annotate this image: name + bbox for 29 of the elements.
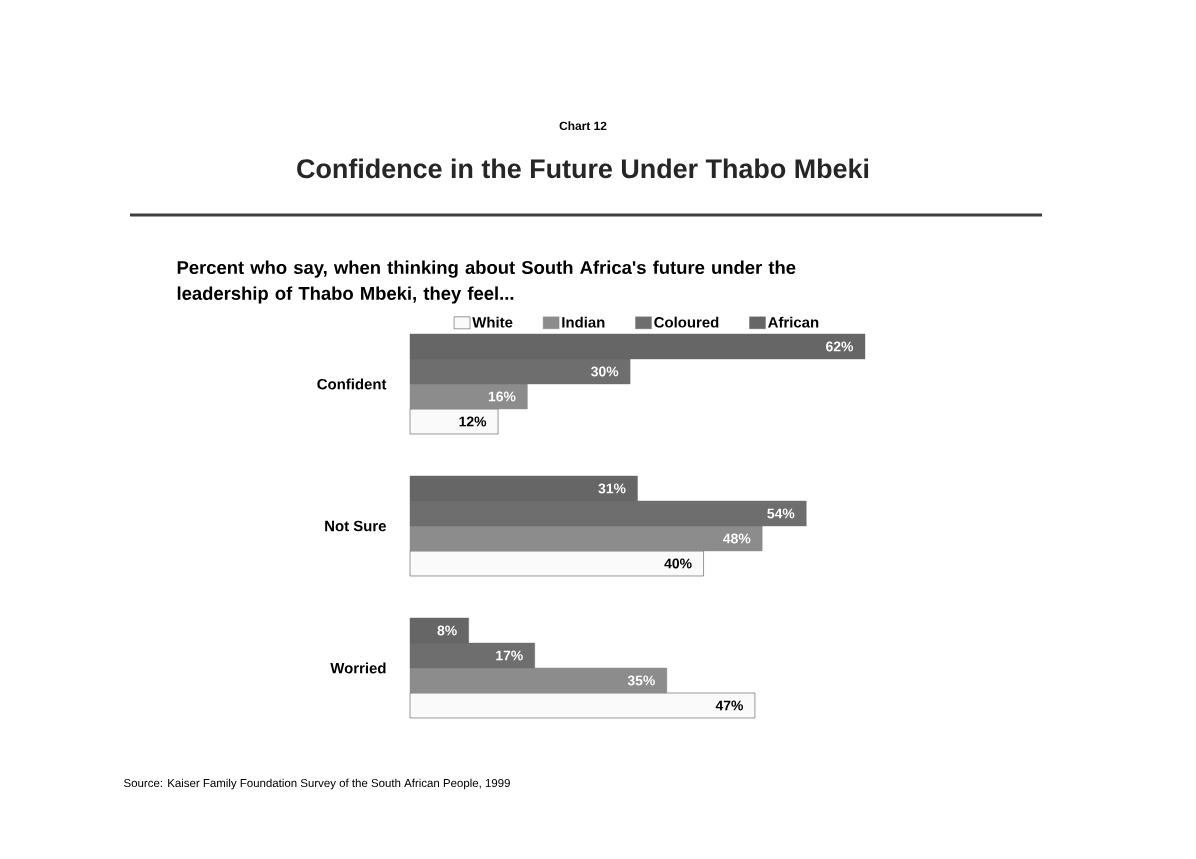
- legend-label: Indian: [562, 316, 605, 328]
- text: Percent who say, when thinking about South Africa's future under the leadership of Thabo Mbeki, they feel...: [177, 260, 796, 304]
- legend-label: White: [472, 316, 513, 328]
- bar: [409, 667, 668, 694]
- bar: [409, 383, 528, 410]
- data-label: 47%: [715, 700, 744, 711]
- bar: [409, 525, 763, 552]
- data-label: 62%: [826, 341, 854, 352]
- y-tick-label: Confident: [317, 378, 387, 390]
- data-label: 35%: [627, 675, 655, 686]
- y-tick-label: Not Sure: [325, 520, 386, 532]
- chart-subtitle: Chart 12: [559, 121, 607, 131]
- chart-title: Confidence in the Future Under Thabo Mbeki: [297, 158, 869, 179]
- data-label: 17%: [496, 650, 523, 661]
- bar: [409, 692, 756, 719]
- legend-label: African: [768, 316, 819, 328]
- data-label: 8%: [437, 625, 457, 636]
- bar: [409, 408, 499, 435]
- data-label: 30%: [591, 366, 619, 377]
- data-label: 40%: [664, 558, 692, 569]
- bar: [409, 550, 704, 577]
- data-label: 48%: [723, 533, 751, 544]
- data-label: 54%: [767, 508, 795, 519]
- source-note: Source: Kaiser Family Foundation Survey of the South African People, 1999: [124, 778, 510, 790]
- legend-label: Coloured: [654, 316, 719, 328]
- data-label: 16%: [488, 391, 516, 402]
- data-label: 12%: [459, 416, 487, 427]
- y-tick-label: Worried: [330, 662, 386, 674]
- data-label: 31%: [598, 483, 626, 494]
